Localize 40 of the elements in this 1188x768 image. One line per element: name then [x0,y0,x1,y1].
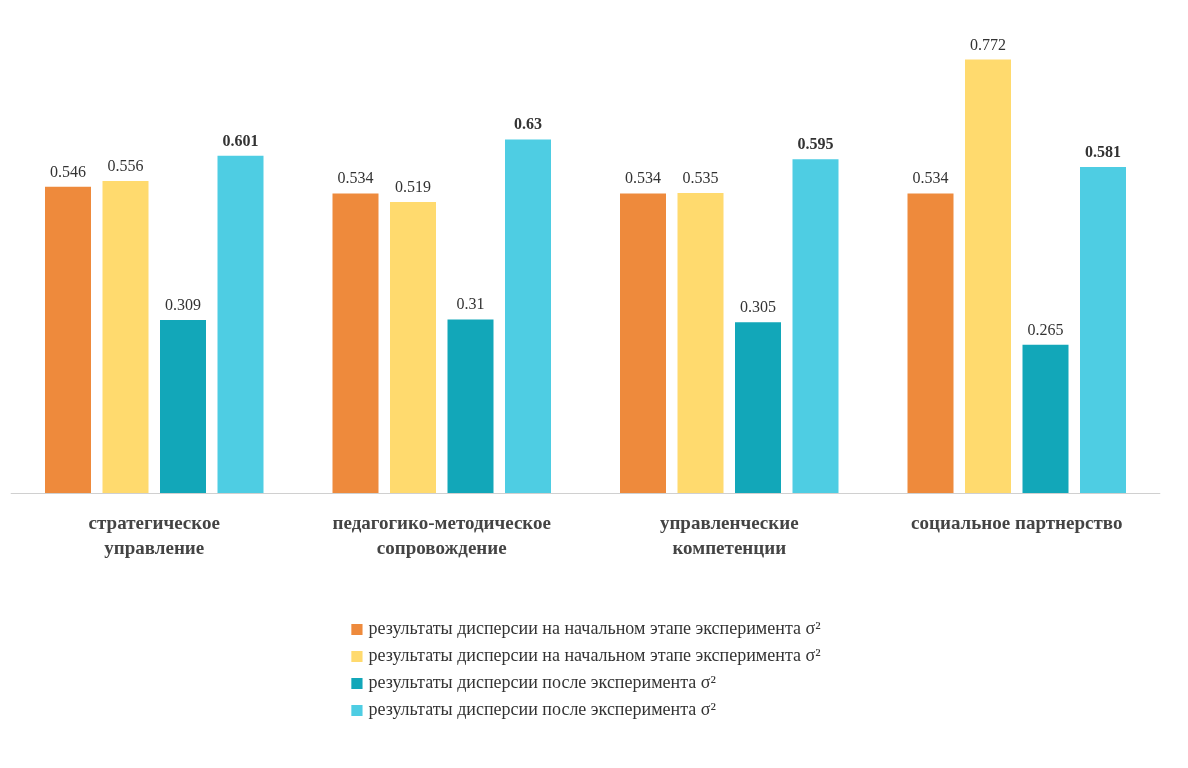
data-label: 0.546 [50,162,86,180]
legend-label: результаты дисперсии на начальном этапе эксперимента σ² [368,645,821,666]
data-label: 0.63 [514,115,542,133]
data-label: 0.519 [395,177,431,195]
data-label: 0.305 [740,298,776,316]
data-label: 0.595 [797,135,834,153]
data-label: 0.772 [970,35,1006,53]
legend-label: результаты дисперсии на начальном этапе эксперимента σ² [368,618,821,639]
legend-label: результаты дисперсии после эксперимента σ² [368,699,716,720]
data-label: 0.31 [456,295,485,313]
data-label: 0.534 [337,169,374,187]
bar [332,193,379,494]
bar [907,193,954,494]
bar [447,319,494,494]
bar [965,59,1011,494]
data-label: 0.265 [1027,320,1064,338]
data-label: 0.309 [165,296,201,314]
data-label: 0.535 [682,168,719,186]
data-label: 0.601 [222,131,259,149]
bar [677,192,724,494]
x-tick-label: стратегическое управление [88,511,220,559]
bar [160,320,206,494]
legend-label: результаты дисперсии после эксперимента σ² [368,672,716,693]
bar [735,322,781,494]
bar [792,159,839,494]
data-label: 0.556 [107,157,144,175]
x-tick-label: педагогико-методическое сопровождение [332,511,551,559]
bar [390,201,436,494]
bar [620,193,666,494]
bar [102,181,149,494]
bar [217,155,264,494]
x-tick-label: управленческие компетенции [659,511,799,559]
bar [45,186,91,494]
bar [1080,167,1126,494]
x-tick-label: социальное партнерство [911,511,1123,533]
bar [505,139,551,494]
data-label: 0.534 [912,169,949,187]
bar [1022,344,1069,494]
data-label: 0.534 [625,169,661,187]
data-label: 0.581 [1085,143,1121,161]
